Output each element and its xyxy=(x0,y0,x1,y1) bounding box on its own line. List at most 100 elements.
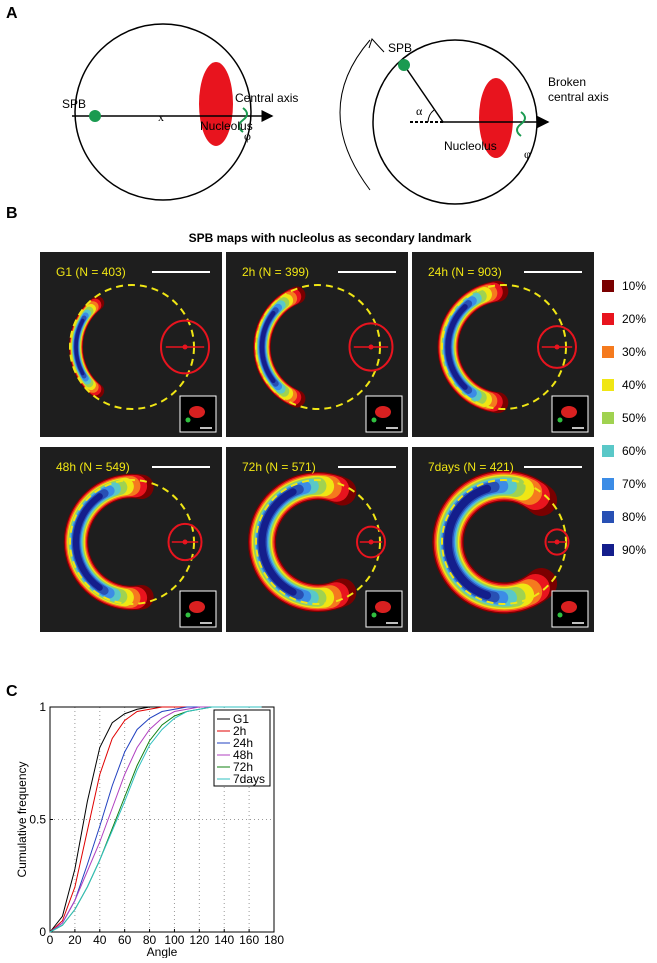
y-tick-label: 0 xyxy=(39,925,46,939)
map-label: 72h (N = 571) xyxy=(242,460,316,474)
inset-nucleus xyxy=(189,601,205,613)
density-contour xyxy=(258,488,297,596)
label: central axis xyxy=(548,90,609,104)
legend-swatch xyxy=(602,478,614,490)
legend-label: 60% xyxy=(622,444,646,458)
x-tick-label: 60 xyxy=(118,933,132,947)
density-contour xyxy=(74,318,85,376)
legend-swatch xyxy=(602,280,614,292)
inset-spb xyxy=(371,417,377,423)
inset-spb xyxy=(557,417,563,423)
diagram-right: SPB α Broken central axis Nucleolus φ xyxy=(339,38,609,205)
inset-spb xyxy=(185,612,191,618)
x-tick-label: 180 xyxy=(264,933,284,947)
x-tick-label: 20 xyxy=(68,933,82,947)
legend-label: 10% xyxy=(622,279,646,293)
nucleolus-outline xyxy=(537,325,577,369)
inset-nucleus xyxy=(189,406,205,418)
spb-dot xyxy=(398,59,410,71)
map-label: 2h (N = 399) xyxy=(242,265,309,279)
map-label: G1 (N = 403) xyxy=(56,265,126,279)
legend-label: G1 xyxy=(233,712,249,726)
inset-spb xyxy=(371,612,377,618)
legend-label: 2h xyxy=(233,724,246,738)
y-tick-label: 0.5 xyxy=(29,813,46,827)
nucleolus-shape xyxy=(199,62,233,146)
legend-label: 20% xyxy=(622,312,646,326)
label: Central axis xyxy=(235,91,298,105)
nucleolus-center xyxy=(368,344,374,350)
inset-nucleus xyxy=(375,601,391,613)
y-axis-label: Cumulative frequency xyxy=(15,761,29,877)
nucleolus-outline xyxy=(348,322,394,372)
density-contour xyxy=(444,484,492,600)
nucleolus-outline xyxy=(544,528,570,556)
series-line xyxy=(49,706,262,933)
label: Broken xyxy=(548,75,586,89)
y-tick-label: 1 xyxy=(39,700,46,714)
x-tick-label: 100 xyxy=(164,933,184,947)
x-tick-label: 40 xyxy=(93,933,107,947)
label: SPB xyxy=(62,97,86,111)
map-panel: 72h (N = 571) xyxy=(226,447,408,632)
legend-label: 72h xyxy=(233,760,253,774)
maps-title: SPB maps with nucleolus as secondary lan… xyxy=(189,231,472,245)
nucleolus-outline xyxy=(167,522,203,562)
density-contour xyxy=(72,493,103,591)
inset xyxy=(551,590,589,628)
inset-spb xyxy=(185,417,191,423)
angle-arc xyxy=(427,109,435,123)
map-label: 7days (N = 421) xyxy=(428,460,514,474)
maps: G1 (N = 403) 2h (N = 399) 24h (N = 903) 48h… xyxy=(40,252,646,632)
x-tick-label: 160 xyxy=(239,933,259,947)
nucleolus-center xyxy=(368,539,374,545)
map-label: 24h (N = 903) xyxy=(428,265,502,279)
spb-dot xyxy=(89,110,101,122)
label: SPB xyxy=(388,41,412,55)
density-contour xyxy=(445,304,468,390)
cell-outline xyxy=(74,23,252,201)
panel-label: B xyxy=(6,205,18,222)
nucleolus-center xyxy=(182,539,188,545)
swing-arrowhead xyxy=(368,38,385,53)
legend-swatch xyxy=(602,445,614,457)
x-tick-label: 140 xyxy=(214,933,234,947)
nucleolus-center xyxy=(554,344,560,350)
nucleolus-center xyxy=(554,539,560,545)
rotation-arrow xyxy=(238,107,248,133)
nucleolus-outline xyxy=(160,319,210,375)
map-panel: 7days (N = 421) xyxy=(412,447,594,632)
legend-label: 24h xyxy=(233,736,253,750)
legend-box xyxy=(213,709,271,787)
map-label: 48h (N = 549) xyxy=(56,460,130,474)
rotation-arrow xyxy=(516,111,526,137)
nucleolus-shape xyxy=(479,78,513,158)
legend-label: 30% xyxy=(622,345,646,359)
map-panel: G1 (N = 403) xyxy=(40,252,222,437)
inset-nucleus xyxy=(561,406,577,418)
legend-swatch xyxy=(602,313,614,325)
legend-label: 90% xyxy=(622,543,646,557)
inset-nucleus xyxy=(375,406,391,418)
label: φ xyxy=(524,147,531,161)
map-panel: 48h (N = 549) xyxy=(40,447,222,632)
x-tick-label: 120 xyxy=(189,933,209,947)
map-panel: 24h (N = 903) xyxy=(412,252,594,437)
nucleolus-center xyxy=(182,344,188,350)
legend-label: 70% xyxy=(622,477,646,491)
x-tick-label: 0 xyxy=(47,933,54,947)
chart: 0 20 40 60 80 100 120 140 160 180 0 0.5 1 Angle Cumula… xyxy=(15,700,284,959)
legend-swatch xyxy=(602,412,614,424)
inset-spb xyxy=(557,612,563,618)
x-axis-label: Angle xyxy=(147,945,178,958)
density-contour xyxy=(259,310,276,384)
nucleolus-outline xyxy=(356,525,386,559)
legend-swatch xyxy=(602,346,614,358)
panel-label: A xyxy=(6,5,18,22)
legend-swatch xyxy=(602,379,614,391)
label: φ xyxy=(244,129,251,143)
legend-swatch xyxy=(602,544,614,556)
legend-label: 50% xyxy=(622,411,646,425)
inset-nucleus xyxy=(561,601,577,613)
